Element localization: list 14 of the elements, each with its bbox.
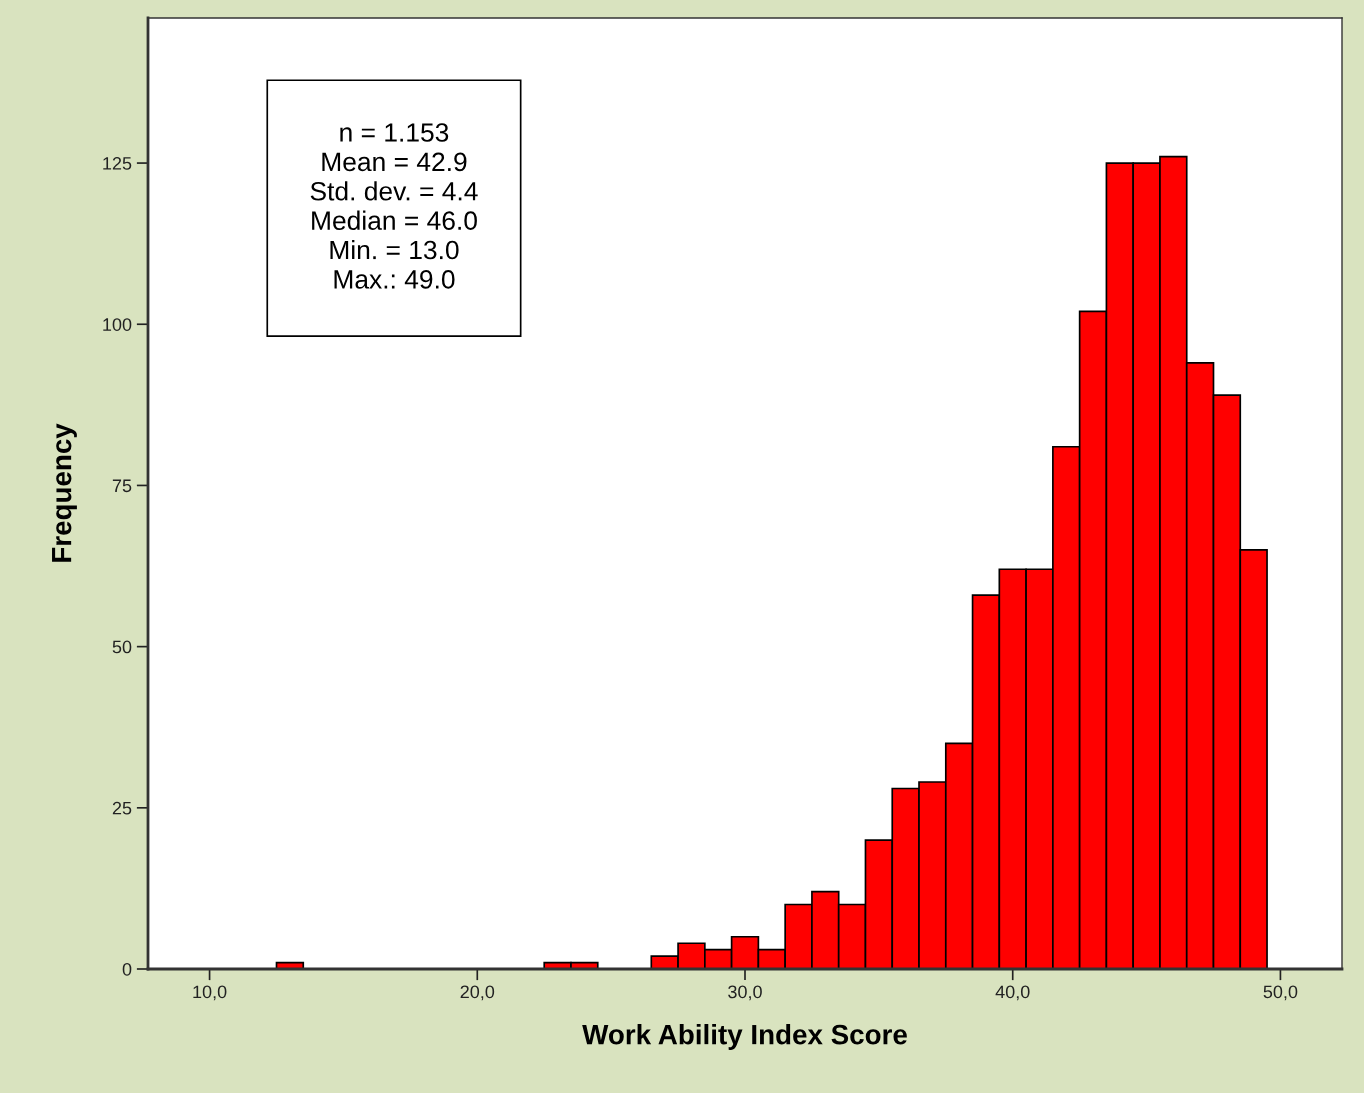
y-tick-label: 50 [112,640,132,654]
y-tick-label: 75 [112,479,132,493]
x-tick-label: 20,0 [460,985,495,1001]
x-tick-label: 50,0 [1263,985,1298,1001]
x-tick-label: 10,0 [193,985,227,1001]
y-tick-label: 0 [122,962,132,976]
y-tick-label: 25 [112,801,132,815]
y-axis-title: Frequency [52,423,77,562]
x-axis-title: Work Ability Index Score [582,1024,907,1050]
annotation: n = 1.153 Mean = 42.9 Std. dev. = 4.4 Median = 46.0 Min. = 13.0 Max.: 49.0 [310,123,478,289]
x-tick-label: 30,0 [728,985,762,1001]
y-tick-label: 100 [103,318,132,331]
x-tick-label: 40,0 [995,985,1030,1001]
y-tick-label: 125 [103,157,132,170]
